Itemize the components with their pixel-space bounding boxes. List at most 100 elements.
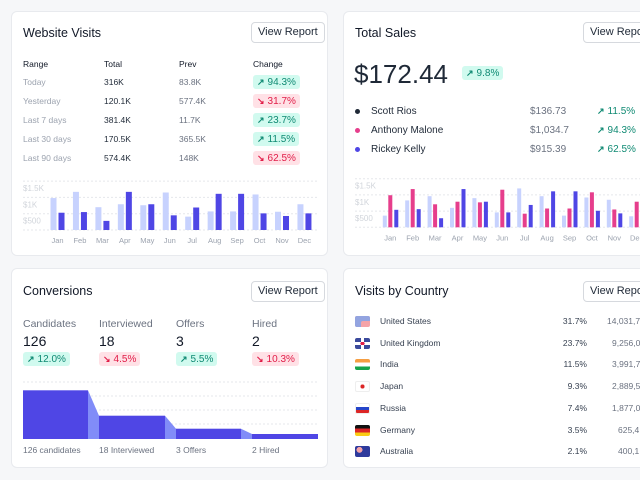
change-badge: ↘ 4.5%	[99, 352, 141, 366]
bar-feb-series-2	[80, 212, 87, 230]
column-header: Range	[23, 59, 49, 69]
conversion-funnel-chart	[23, 381, 318, 439]
view-report-button[interactable]: View Report	[583, 281, 640, 302]
trend-up-icon: ↗	[257, 134, 265, 144]
x-tick-label: Jul	[187, 236, 197, 245]
trend-up-icon: ↗	[597, 144, 605, 154]
view-report-button[interactable]: View Report	[251, 281, 325, 302]
x-tick-label: Apr	[119, 236, 131, 245]
funnel-caption: 2 Hired	[252, 445, 280, 455]
x-tick-label: Jan	[51, 236, 63, 245]
bar-feb-series-1	[72, 191, 79, 230]
card-title: Conversions	[23, 284, 93, 298]
bar-may-series-2	[148, 204, 155, 230]
column-header: Prev	[179, 59, 197, 69]
bar-mar-series-1	[427, 196, 432, 228]
trend-up-icon: ↗	[597, 106, 605, 116]
x-tick-label: Dec	[630, 233, 640, 242]
change-badge: ↘ 10.3%	[252, 352, 299, 366]
x-tick-label: Jun	[496, 233, 508, 242]
trend-up-icon: ↗	[466, 68, 474, 78]
stat-label: Interviewed	[99, 318, 153, 330]
x-tick-label: Mar	[96, 236, 109, 245]
card-title: Total Sales	[355, 26, 417, 40]
flag-de-icon	[355, 424, 370, 436]
x-tick-label: Apr	[452, 233, 464, 242]
column-header: Change	[253, 59, 283, 69]
bar-oct-series-2	[260, 213, 267, 230]
bar-jun-series-2	[170, 215, 177, 230]
funnel-transition	[241, 428, 252, 439]
trend-down-icon: ↘	[257, 96, 265, 106]
sales-name: Anthony Malone	[371, 125, 444, 136]
stat-value: 18	[99, 333, 115, 349]
bar-sep-series-3	[573, 191, 578, 228]
country-percent: 3.5%	[567, 424, 587, 435]
x-tick-label: Jun	[164, 236, 176, 245]
card-title: Visits by Country	[355, 284, 449, 298]
stat-label: Candidates	[23, 318, 77, 330]
sales-amount: $915.39	[530, 144, 567, 155]
view-report-button[interactable]: View Report	[251, 22, 325, 43]
funnel-bar-candidates	[23, 390, 88, 439]
bar-aug-series-1	[539, 196, 544, 228]
bar-oct-series-1	[584, 197, 589, 228]
conversions-card: Conversions View Report Candidates 126 ↗ 12…	[11, 268, 328, 468]
sales-change: ↗ 62.5%	[597, 144, 636, 155]
range-cell: Last 90 days	[23, 153, 72, 163]
bar-mar-series-2	[433, 204, 438, 228]
bar-mar-series-3	[439, 218, 444, 228]
stat-label: Offers	[176, 318, 205, 330]
bar-oct-series-1	[252, 194, 259, 230]
x-tick-label: Feb	[406, 233, 419, 242]
trend-down-icon: ↘	[257, 153, 265, 163]
bar-may-series-2	[477, 202, 482, 228]
country-visits: 400,1	[618, 446, 640, 457]
funnel-bar-offers	[176, 428, 241, 439]
total-cell: 120.1K	[104, 96, 131, 106]
series-dot	[355, 128, 360, 133]
country-percent: 11.5%	[563, 359, 587, 370]
country-visits: 2,889,5	[612, 381, 640, 392]
bar-sep-series-1	[562, 215, 566, 228]
country-name: Australia	[380, 446, 414, 457]
bar-oct-series-3	[595, 210, 600, 228]
bar-oct-series-2	[589, 192, 594, 228]
x-tick-label: Nov	[275, 236, 289, 245]
bar-aug-series-1	[207, 211, 214, 230]
sales-amount: $1,034.7	[530, 125, 569, 136]
funnel-caption: 126 candidates	[23, 445, 81, 455]
change-badge: ↗ 5.5%	[176, 352, 218, 366]
country-name: Germany	[380, 424, 415, 435]
flag-ru-icon	[355, 402, 370, 414]
change-badge: ↘ 31.7%	[253, 94, 300, 108]
column-header: Total	[104, 59, 122, 69]
range-cell: Last 7 days	[23, 115, 67, 125]
bar-dec-series-2	[634, 201, 639, 228]
flag-uk-icon	[355, 337, 370, 349]
y-tick-label: $1.5K	[23, 184, 45, 193]
bar-jan-series-2	[58, 212, 65, 230]
bar-apr-series-2	[125, 191, 132, 230]
flag-au-icon	[355, 446, 370, 458]
bar-sep-series-2	[567, 208, 572, 228]
stat-value: 2	[252, 333, 260, 349]
trend-up-icon: ↗	[257, 115, 265, 125]
sales-name: Scott Rios	[371, 106, 417, 117]
country-percent: 7.4%	[567, 402, 587, 413]
x-tick-label: Mar	[429, 233, 442, 242]
bar-jun-series-2	[500, 189, 505, 228]
flag-in-icon	[355, 359, 370, 371]
bar-dec-series-1	[629, 216, 634, 228]
bar-apr-series-2	[455, 201, 460, 228]
range-cell: Last 30 days	[23, 134, 72, 144]
view-report-button[interactable]: View Report	[583, 22, 640, 43]
prev-cell: 11.7K	[179, 115, 201, 125]
total-cell: 574.4K	[104, 153, 131, 163]
bar-jan-series-1	[382, 215, 387, 228]
bar-may-series-1	[140, 205, 147, 230]
total-sales-card: Total Sales View Report $172.44 ↗9.8% Sc…	[343, 11, 640, 256]
bar-jan-series-1	[50, 198, 57, 230]
sales-change-badge: ↗ 9.8%	[462, 66, 504, 80]
funnel-caption: 3 Offers	[176, 445, 207, 455]
